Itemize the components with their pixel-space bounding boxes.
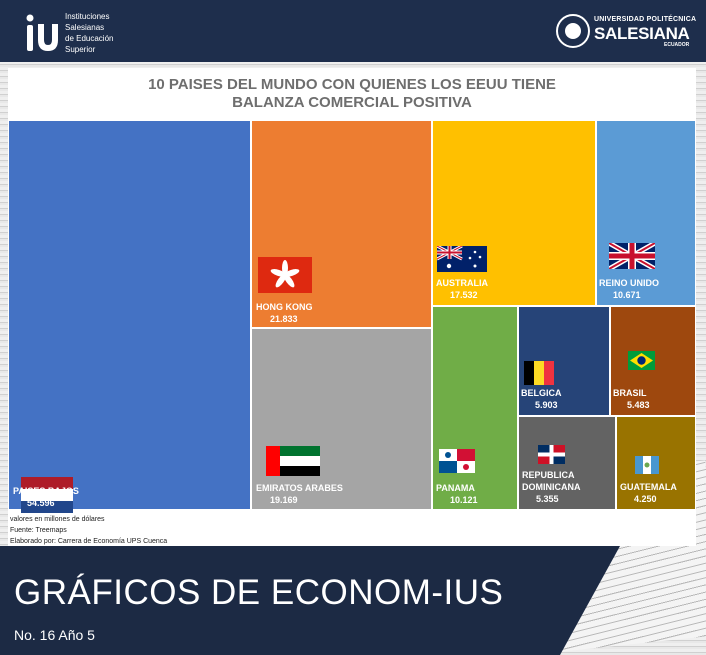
logo-line: Superior	[65, 45, 96, 54]
tile-country: PAISES BAJOS	[13, 486, 79, 496]
tile-value: 10.121	[450, 495, 478, 505]
tile-value: 17.532	[450, 290, 478, 300]
tile-label: GUATEMALA 4.250	[620, 481, 677, 505]
tile-country: BRASIL	[613, 388, 647, 398]
tile-country: EMIRATOS ARABES	[256, 483, 343, 493]
flag-icon	[635, 456, 659, 474]
tile-value: 19.169	[270, 495, 298, 505]
treemap-tile: GUATEMALA 4.250	[616, 416, 696, 510]
flag-icon	[437, 246, 487, 272]
tile-country: AUSTRALIA	[436, 278, 488, 288]
chart-notes: valores en millones de dólares Fuente: T…	[10, 514, 167, 547]
footer-subtitle: No. 16 Año 5	[14, 627, 95, 643]
tile-country: BELGICA	[521, 388, 562, 398]
tile-value: 54.596	[27, 498, 55, 508]
treemap-tile: PANAMA 10.121	[432, 306, 518, 510]
chart-card: 10 PAISES DEL MUNDO CON QUIENES LOS EEUU…	[8, 68, 696, 546]
tile-country: HONG KONG	[256, 302, 313, 312]
treemap-tile: HONG KONG 21.833	[251, 120, 432, 328]
note-source: Fuente: Treemaps	[10, 527, 67, 534]
logo-line: Instituciones	[65, 12, 110, 21]
flag-icon	[628, 351, 655, 370]
note-units: valores en millones de dólares	[10, 516, 105, 523]
flag-icon	[266, 446, 320, 476]
logo-line: Salesianas	[65, 23, 105, 32]
treemap-tile: EMIRATOS ARABES 19.169	[251, 328, 432, 510]
tile-label: REPUBLICA DOMINICANA 5.355	[522, 469, 581, 505]
tile-label: PANAMA 10.121	[436, 482, 478, 506]
tile-label: REINO UNIDO 10.671	[599, 277, 659, 301]
footer-title: GRÁFICOS DE ECONOM-IUS	[14, 573, 504, 612]
ups-seal-icon	[556, 14, 590, 48]
flag-icon	[439, 449, 475, 473]
flag-icon	[609, 243, 655, 269]
tile-country: REPUBLICA	[522, 470, 575, 480]
tile-value: 5.483	[627, 400, 650, 410]
tile-label: AUSTRALIA 17.532	[436, 277, 488, 301]
treemap-tile: REINO UNIDO 10.671	[596, 120, 696, 306]
treemap-tile: PAISES BAJOS 54.596	[8, 120, 251, 513]
tile-label: HONG KONG 21.833	[256, 301, 313, 325]
tile-value: 21.833	[270, 314, 298, 324]
treemap-tile: AUSTRALIA 17.532	[432, 120, 596, 306]
tile-value: 4.250	[634, 494, 657, 504]
ups-logo-bottom: ECUADOR	[664, 42, 690, 48]
flag-icon	[21, 477, 73, 513]
chart-title-line: 10 PAISES DEL MUNDO CON QUIENES LOS EEUU…	[148, 76, 556, 93]
tile-country: PANAMA	[436, 483, 475, 493]
ups-logo-main: SALESIANA	[594, 24, 690, 43]
flag-icon	[258, 257, 312, 293]
tile-country: GUATEMALA	[620, 482, 677, 492]
chart-title: 10 PAISES DEL MUNDO CON QUIENES LOS EEUU…	[8, 76, 696, 112]
tile-label: BELGICA 5.903	[521, 387, 562, 411]
ups-logo-top: UNIVERSIDAD POLITÉCNICA	[594, 16, 697, 23]
footer-band	[0, 546, 620, 655]
tile-value: 10.671	[613, 290, 641, 300]
flag-icon	[524, 361, 554, 385]
ups-logo: UNIVERSIDAD POLITÉCNICA SALESIANA ECUADO…	[556, 14, 696, 50]
tile-value: 5.355	[536, 494, 559, 504]
tile-label: BRASIL 5.483	[613, 387, 650, 411]
tile-label: EMIRATOS ARABES 19.169	[256, 482, 343, 506]
chart-title-line: BALANZA COMERCIAL POSITIVA	[232, 94, 472, 111]
logo-line: de Educación	[65, 34, 114, 43]
ius-logo-icon	[26, 14, 58, 51]
note-author: Elaborado por: Carrera de Economía UPS C…	[10, 538, 168, 545]
tile-country: DOMINICANA	[522, 482, 581, 492]
flag-icon	[538, 445, 565, 464]
treemap-tile: BRASIL 5.483	[610, 306, 696, 416]
ius-logo-text: Instituciones Salesianas de Educación Su…	[65, 11, 113, 55]
header-bar: Instituciones Salesianas de Educación Su…	[0, 0, 706, 62]
tile-label: PAISES BAJOS 54.596	[13, 485, 79, 509]
treemap-tile: REPUBLICA DOMINICANA 5.355	[518, 416, 616, 510]
tile-value: 5.903	[535, 400, 558, 410]
treemap-tile: BELGICA 5.903	[518, 306, 610, 416]
tile-country: REINO UNIDO	[599, 278, 660, 288]
